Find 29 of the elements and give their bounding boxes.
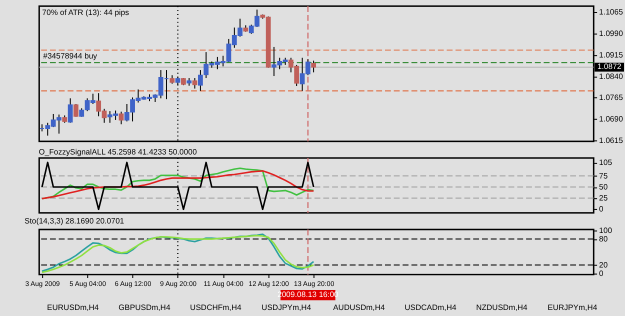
text: GBPUSDm,H4 [118,302,171,312]
y-tick-label: 1.0765 [599,93,624,102]
annotation: 70% of ATR (13): 44 pips [42,8,130,17]
ref-line-label: #34578944 buy [43,52,98,61]
text: AUDUSDm,H4 [333,302,386,312]
y-tick-label: 50 [599,182,608,192]
y-tick-label: 1.0615 [599,136,624,145]
y-tick-label: 75 [599,171,608,180]
text: USDCADm,H4 [404,302,457,312]
text: NZDUSDm,H4 [476,302,528,312]
y-tick-label: 25 [599,194,608,203]
y-tick-label: 0 [599,269,604,278]
chart-title: Sto(14,3,3) 28.1690 20.0701 [24,216,124,226]
ref-line-label: 1.0872 [597,62,622,72]
text: USDCHFm,H4 [190,302,242,312]
y-tick-label: 1.1065 [599,8,624,17]
chart-title: O_FozzySignalALL 45.2598 41.4233 50.0000 [38,147,198,156]
text: EURUSDm,H4 [47,302,100,312]
y-tick-label: 1.0990 [599,28,624,38]
text: USDJPYm,H4 [262,302,312,312]
y-tick-label: 105 [599,158,613,167]
y-tick-label: 1.0840 [599,72,624,81]
y-tick-label: 80 [599,234,608,244]
y-tick-label: 1.0915 [599,50,624,60]
y-tick-label: 1.0690 [599,114,624,124]
y-tick-label: 20 [599,260,608,270]
text: EURJPYm,H4 [548,302,598,312]
y-tick-label: 100 [599,226,613,235]
y-tick-label: 0 [599,204,604,214]
